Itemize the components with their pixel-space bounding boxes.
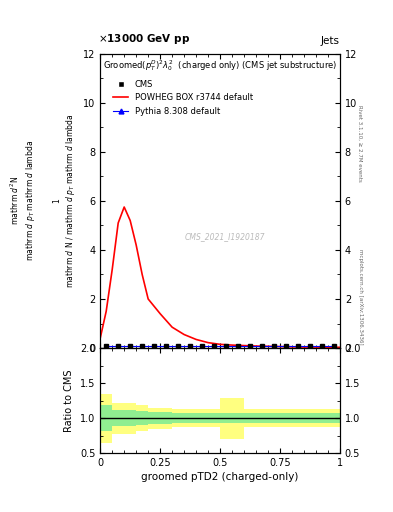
Text: Rivet 3.1.10, ≥ 2.7M events: Rivet 3.1.10, ≥ 2.7M events — [358, 105, 363, 182]
X-axis label: groomed pTD2 (charged-only): groomed pTD2 (charged-only) — [141, 472, 299, 482]
Text: $\times$13000 GeV pp: $\times$13000 GeV pp — [98, 32, 190, 47]
Text: mcplots.cern.ch [arXiv:1306.3436]: mcplots.cern.ch [arXiv:1306.3436] — [358, 249, 363, 345]
Text: Jets: Jets — [321, 36, 340, 47]
Y-axis label: Ratio to CMS: Ratio to CMS — [64, 369, 74, 432]
Legend: CMS, POWHEG BOX r3744 default, Pythia 8.308 default: CMS, POWHEG BOX r3744 default, Pythia 8.… — [110, 77, 256, 119]
Text: Groomed$(p_T^D)^2\lambda_0^2$  (charged only) (CMS jet substructure): Groomed$(p_T^D)^2\lambda_0^2$ (charged o… — [103, 58, 337, 73]
Y-axis label: mathrm $d^2$N
mathrm $d$ $p_T$ mathrm $d$ lambda

1
mathrm $d$ N / mathrm $d$ $p: mathrm $d^2$N mathrm $d$ $p_T$ mathrm $d… — [8, 114, 77, 288]
Text: CMS_2021_I1920187: CMS_2021_I1920187 — [185, 232, 265, 241]
